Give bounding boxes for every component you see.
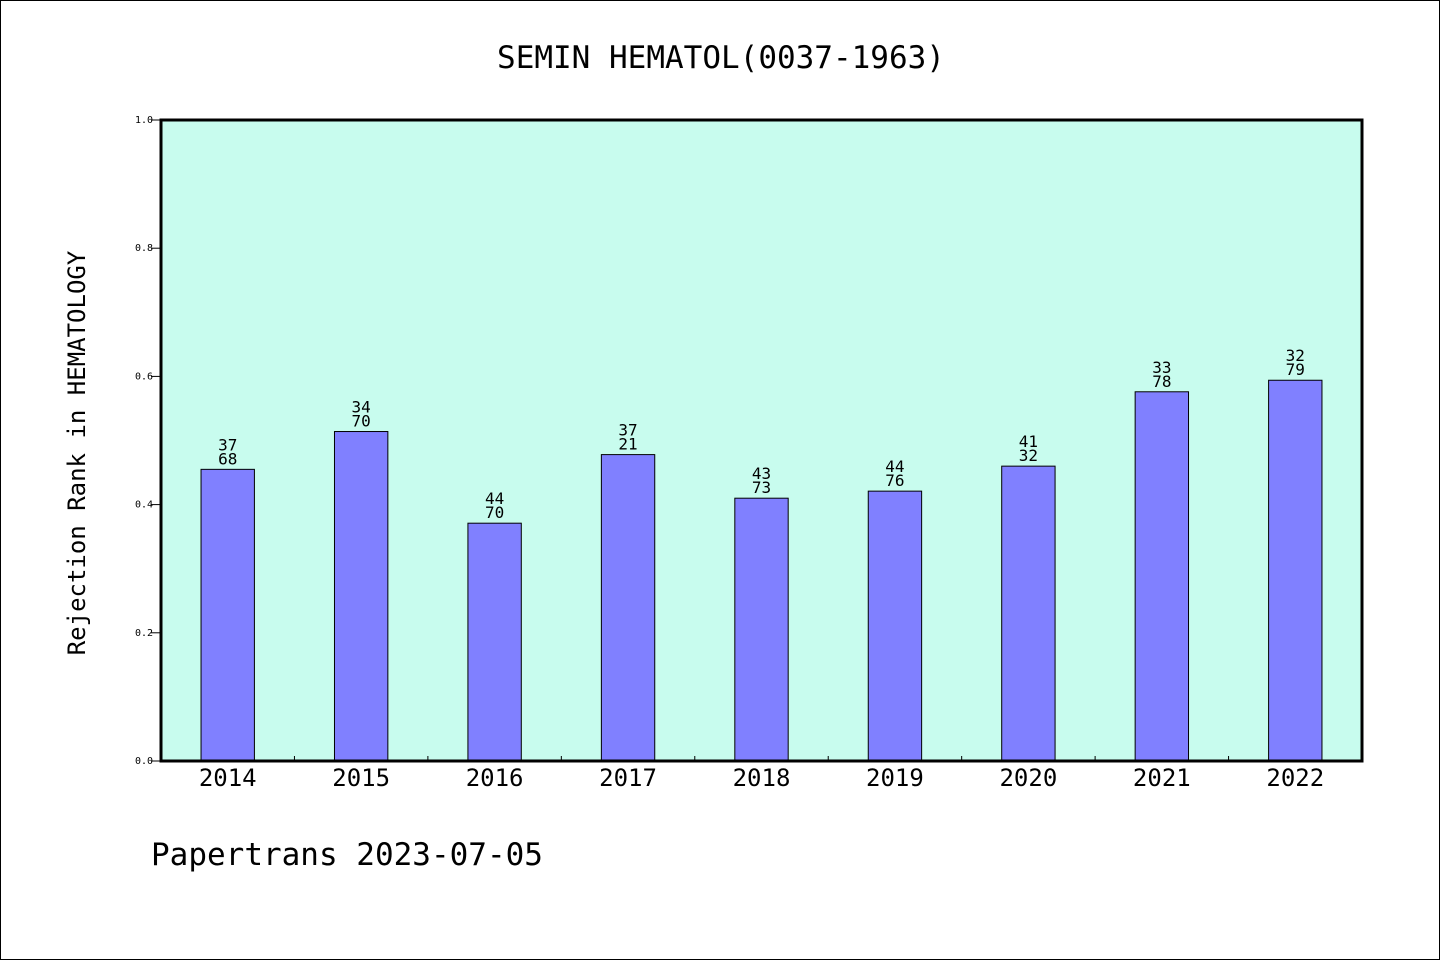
- x-tick-label: 2014: [199, 764, 257, 792]
- plot-frame: [159, 118, 1364, 763]
- footer-credit: Papertrans 2023-07-05: [151, 837, 543, 873]
- x-tick-label: 2018: [733, 764, 791, 792]
- bar-value-label: 41: [1019, 432, 1038, 451]
- bar-value-label: 78: [1152, 372, 1171, 391]
- bar-2022: [1268, 379, 1323, 762]
- bar-2020: [1001, 465, 1056, 762]
- bar-value-label: 37: [218, 435, 237, 454]
- bar-value-label: 21: [618, 435, 637, 454]
- bar-value-label: 43: [752, 464, 771, 483]
- y-axis: 0.0 0.2 0.4 0.6 0.8 1.0: [135, 115, 161, 767]
- y-tick-label: 0.8: [135, 243, 153, 254]
- bar-value-label: 44: [885, 457, 904, 476]
- x-tick-label: 2020: [999, 764, 1057, 792]
- bar-value-label: 68: [218, 449, 237, 468]
- y-tick-label: 0.0: [135, 756, 153, 767]
- bar-2019: [867, 490, 923, 762]
- y-axis-label: Rejection Rank in HEMATOLOGY: [63, 250, 91, 655]
- x-tick-label: 2021: [1133, 764, 1191, 792]
- x-tick-label: 2019: [866, 764, 924, 792]
- x-tick-label: 2015: [332, 764, 390, 792]
- bar-value-label: 70: [352, 412, 371, 431]
- bar-value-label: 32: [1286, 346, 1305, 365]
- x-tick-label: 2022: [1266, 764, 1324, 792]
- bar-value-label: 76: [885, 471, 904, 490]
- bar-value-label: 44: [485, 489, 504, 508]
- bar-2021: [1134, 391, 1190, 762]
- bar-value-label: 70: [485, 503, 504, 522]
- bar-value-label: 32: [1019, 446, 1038, 465]
- y-tick-label: 0.4: [135, 500, 153, 511]
- bar-2015: [333, 431, 389, 762]
- bar-2017: [600, 454, 656, 762]
- x-tick-label: 2017: [599, 764, 657, 792]
- y-tick-label: 0.6: [135, 371, 153, 382]
- bar-2018: [734, 497, 789, 762]
- x-tick-label: 2016: [466, 764, 524, 792]
- bar-value-label: 73: [752, 478, 771, 497]
- bar-2016: [467, 522, 522, 762]
- y-tick-label: 0.2: [135, 628, 153, 639]
- bar-2014: [200, 468, 255, 762]
- x-axis: 2014 2015 2016 2017 2018 2019 2020 2021 2022: [199, 756, 1324, 792]
- bar-value-label: 33: [1152, 358, 1171, 377]
- bar-value-label: 79: [1286, 360, 1305, 379]
- y-tick-label: 1.0: [135, 115, 153, 126]
- bar-value-label: 34: [352, 398, 371, 417]
- bar-value-label: 37: [618, 421, 637, 440]
- chart-title: SEMIN HEMATOL(0037-1963): [497, 40, 945, 76]
